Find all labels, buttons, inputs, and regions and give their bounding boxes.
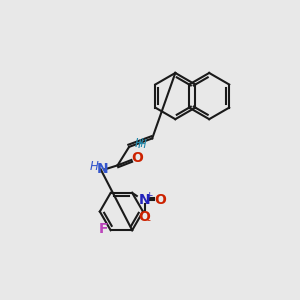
Text: O: O [155, 193, 167, 207]
Text: H: H [138, 138, 147, 151]
Text: O: O [139, 210, 150, 224]
Text: H: H [135, 137, 144, 150]
Text: N: N [96, 162, 108, 176]
Text: N: N [139, 193, 150, 207]
Text: +: + [145, 191, 152, 200]
Text: F: F [99, 223, 109, 236]
Text: -: - [146, 215, 150, 225]
Text: H: H [90, 160, 99, 172]
Text: O: O [131, 152, 143, 165]
